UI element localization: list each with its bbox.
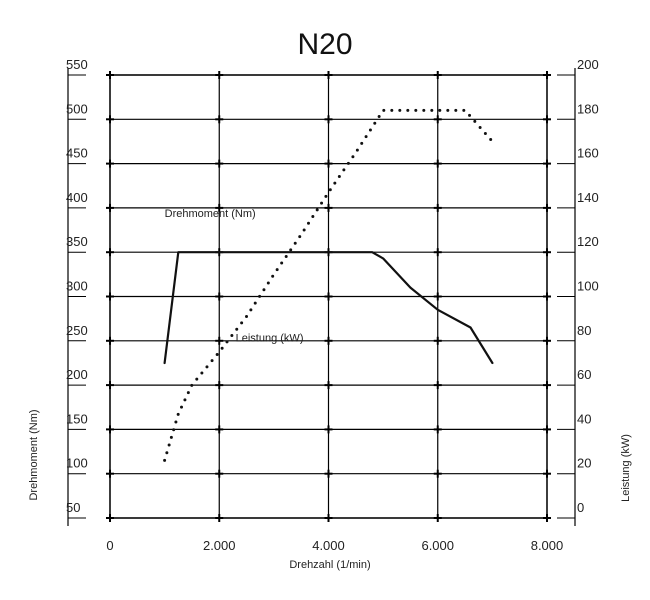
chart-title: N20 — [297, 28, 352, 61]
y-left-tick-label-3: 200 — [66, 367, 88, 382]
y-left-tick-label-4: 250 — [66, 323, 88, 338]
x-tick-label-2: 4.000 — [312, 538, 345, 553]
y-left-tick-label-2: 150 — [66, 411, 88, 426]
series-line-0 — [163, 251, 494, 365]
grid-layer — [106, 71, 551, 522]
x-axis-label: Drehzahl (1/min) — [289, 559, 370, 571]
y-left-tick-label-9: 500 — [66, 101, 88, 116]
x-tick-label-4: 8.000 — [531, 538, 564, 553]
y-right-tick-label-6: 120 — [577, 234, 599, 249]
y-left-tick-label-0: 50 — [66, 500, 80, 515]
series-label-1: Leistung (kW) — [236, 333, 304, 345]
y-right-tick-label-5: 100 — [577, 279, 599, 294]
y-right-axis-label: Leistung (kW) — [620, 434, 632, 502]
y-right-tick-label-9: 180 — [577, 101, 599, 116]
x-tick-label-0: 0 — [106, 538, 113, 553]
y-left-tick-label-1: 100 — [66, 456, 88, 471]
y-right-tick-label-1: 20 — [577, 456, 591, 471]
y-right-tick-label-0: 0 — [577, 500, 584, 515]
y-right-tick-label-8: 160 — [577, 146, 599, 161]
series-layer — [163, 108, 494, 462]
label-layer: 50 100 150 200 250 300 350 400 450 500 550 0 20 40 60 8… — [66, 57, 599, 553]
series-label-0: Drehmoment (Nm) — [165, 208, 256, 220]
y-left-tick-label-7: 400 — [66, 190, 88, 205]
y-left-tick-label-8: 450 — [66, 146, 88, 161]
x-tick-label-3: 6.000 — [421, 538, 454, 553]
y-right-tick-label-3: 60 — [577, 367, 591, 382]
y-right-tick-label-10: 200 — [577, 57, 599, 72]
y-left-tick-label-10: 550 — [66, 57, 88, 72]
y-left-axis-label: Drehmoment (Nm) — [28, 409, 40, 500]
y-left-tick-label-5: 300 — [66, 279, 88, 294]
y-right-tick-label-7: 140 — [577, 190, 599, 205]
y-right-tick-label-2: 40 — [577, 411, 591, 426]
y-right-tick-label-4: 80 — [577, 323, 591, 338]
series-line-1 — [163, 108, 494, 462]
x-tick-label-1: 2.000 — [203, 538, 236, 553]
axis-layer — [67, 68, 576, 526]
y-left-tick-label-6: 350 — [66, 234, 88, 249]
